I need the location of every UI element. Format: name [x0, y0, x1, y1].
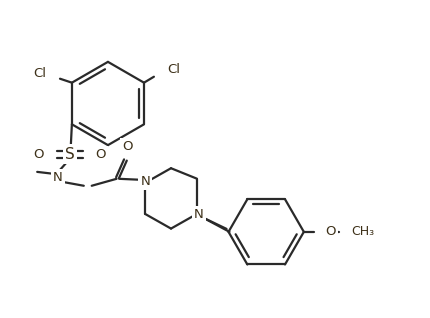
- Text: N: N: [140, 175, 150, 188]
- Text: O: O: [122, 140, 132, 153]
- Text: Cl: Cl: [167, 63, 180, 76]
- Text: Cl: Cl: [33, 67, 46, 80]
- Text: S: S: [65, 147, 75, 162]
- Text: CH₃: CH₃: [351, 225, 375, 238]
- Text: O: O: [96, 148, 106, 161]
- Text: N: N: [194, 208, 204, 220]
- Text: O: O: [326, 225, 336, 238]
- Text: O: O: [34, 148, 44, 161]
- Text: N: N: [53, 171, 63, 184]
